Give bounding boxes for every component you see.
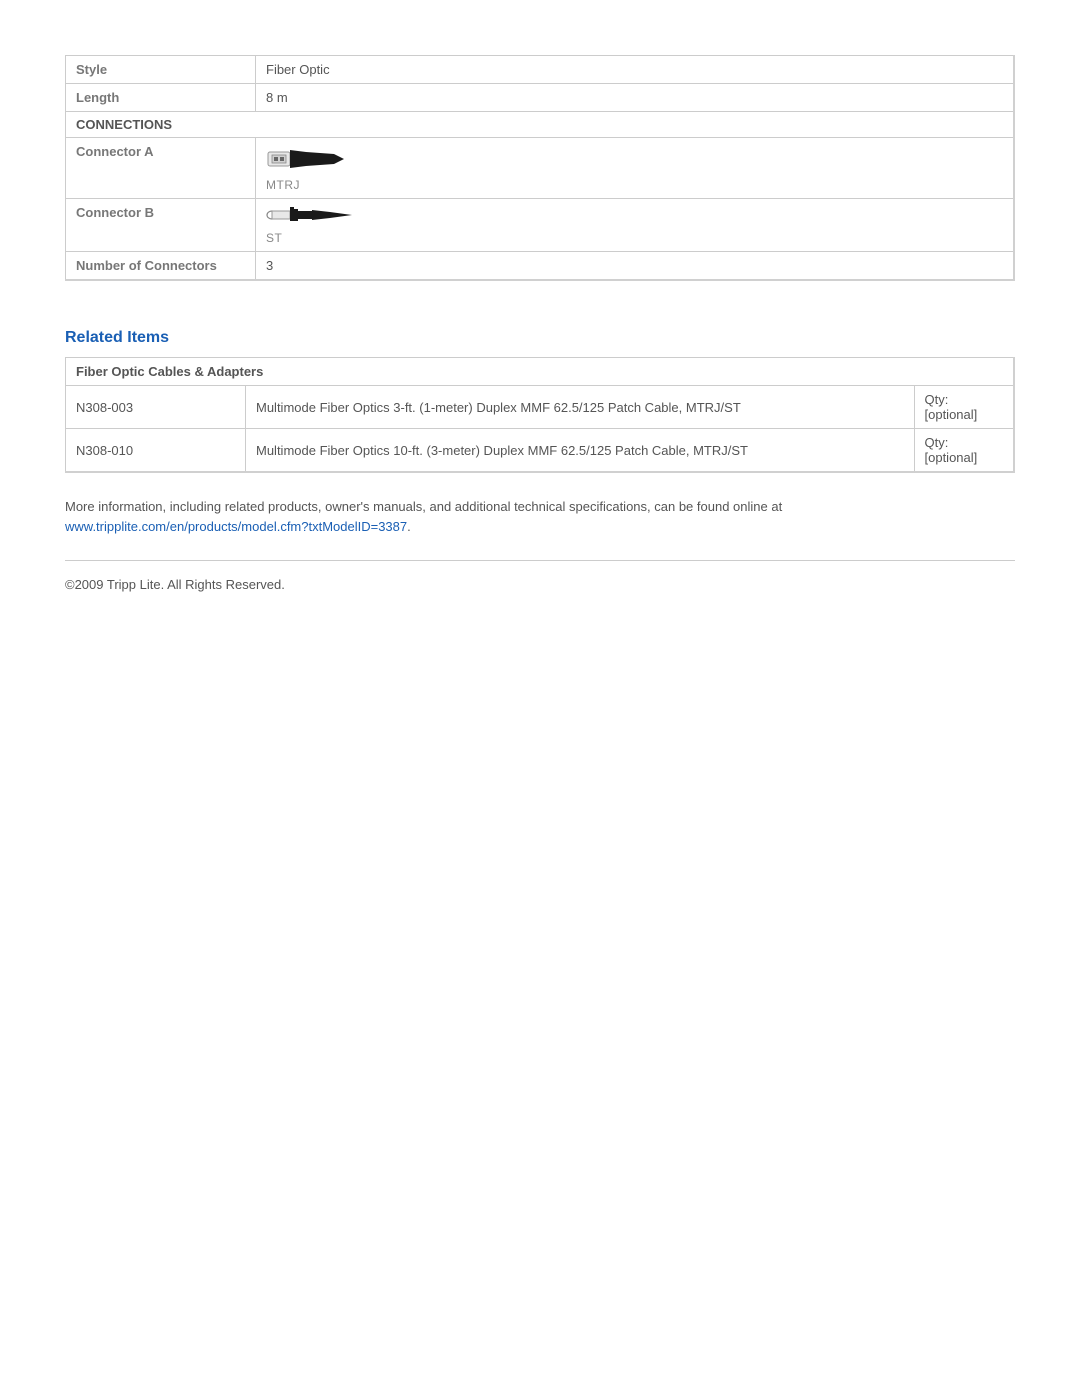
related-category-row: Fiber Optic Cables & Adapters: [66, 358, 1015, 386]
spec-value: 8 m: [256, 84, 1015, 112]
connector-name: MTRJ: [266, 178, 300, 192]
spec-connector-row: Connector A MTRJ: [66, 138, 1015, 199]
spec-value: 3: [256, 252, 1015, 281]
more-info-link[interactable]: www.tripplite.com/en/products/model.cfm?…: [65, 519, 407, 534]
related-item-row: N308-010 Multimode Fiber Optics 10-ft. (…: [66, 429, 1015, 473]
related-item-sku: N308-003: [66, 386, 246, 429]
spec-row: Length 8 m: [66, 84, 1015, 112]
more-info-period: .: [407, 519, 411, 534]
spec-section-header: CONNECTIONS: [66, 112, 1015, 138]
spec-value: Fiber Optic: [256, 56, 1015, 84]
spec-row: Style Fiber Optic: [66, 56, 1015, 84]
spec-label: Connector B: [66, 199, 256, 252]
related-category-header: Fiber Optic Cables & Adapters: [66, 358, 1015, 386]
more-info-prefix: More information, including related prod…: [65, 499, 782, 514]
more-info-text: More information, including related prod…: [65, 497, 1015, 536]
related-item-desc: Multimode Fiber Optics 3-ft. (1-meter) D…: [246, 386, 915, 429]
st-connector-icon: [266, 205, 1003, 228]
related-item-qty: Qty: [optional]: [914, 386, 1014, 429]
related-item-sku: N308-010: [66, 429, 246, 473]
related-item-desc: Multimode Fiber Optics 10-ft. (3-meter) …: [246, 429, 915, 473]
spec-row: Number of Connectors 3: [66, 252, 1015, 281]
related-item-qty: Qty: [optional]: [914, 429, 1014, 473]
spec-connector-row: Connector B ST: [66, 199, 1015, 252]
related-items-table: Fiber Optic Cables & Adapters N308-003 M…: [65, 357, 1015, 473]
specifications-table: Style Fiber Optic Length 8 m CONNECTIONS…: [65, 55, 1015, 281]
spec-section-header-row: CONNECTIONS: [66, 112, 1015, 138]
footer-divider: [65, 560, 1015, 561]
spec-label: Number of Connectors: [66, 252, 256, 281]
spec-label: Connector A: [66, 138, 256, 199]
spec-label: Style: [66, 56, 256, 84]
spec-connector-cell: ST: [256, 199, 1015, 252]
related-items-heading: Related Items: [65, 329, 1015, 347]
mtrj-connector-icon: [266, 144, 1003, 175]
copyright-text: ©2009 Tripp Lite. All Rights Reserved.: [65, 577, 1015, 592]
related-item-row: N308-003 Multimode Fiber Optics 3-ft. (1…: [66, 386, 1015, 429]
connector-name: ST: [266, 231, 282, 245]
spec-label: Length: [66, 84, 256, 112]
spec-connector-cell: MTRJ: [256, 138, 1015, 199]
